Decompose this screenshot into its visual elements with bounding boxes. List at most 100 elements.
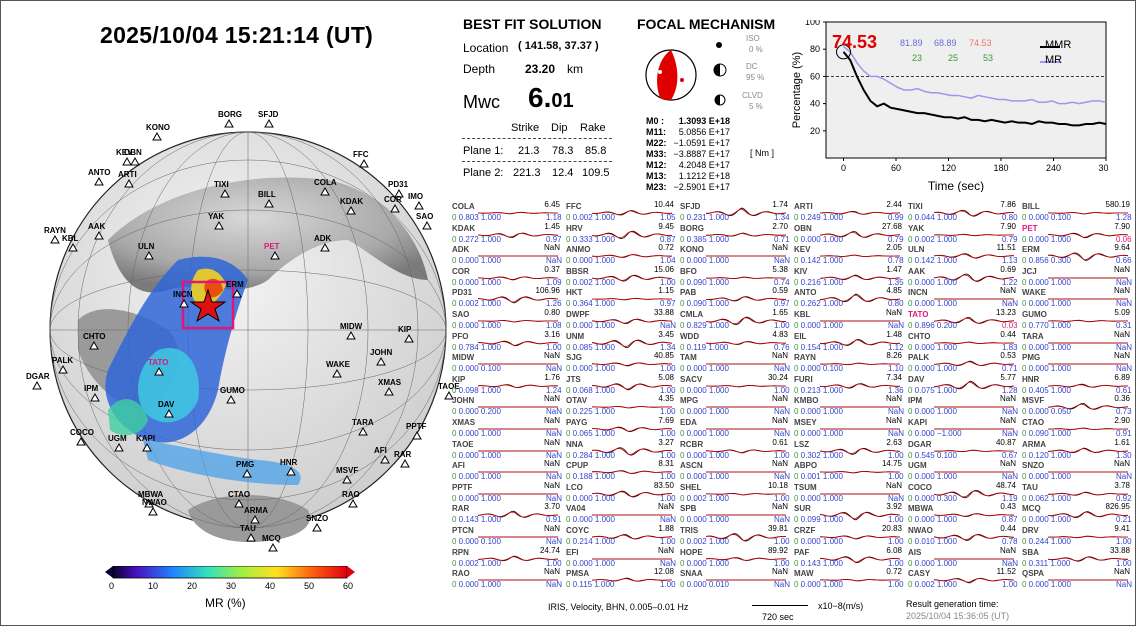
station-code: RAO — [452, 569, 470, 579]
station-variance-row: 0 0.302 1.000 1.00 — [794, 450, 904, 460]
station-code: SACV — [680, 374, 703, 384]
station-cell: MIDW NaN 0 0.000 0.100 NaN — [450, 351, 564, 373]
station-max-amp: NaN — [657, 545, 674, 555]
moment-key: M33: — [646, 149, 667, 159]
station-waveform — [1048, 277, 1128, 279]
moment-tensor-list: M0 : 1.3093 E+18 M11: 5.0856 E+17 M22: −1.059… — [646, 116, 730, 193]
station-max-amp: 1.76 — [544, 372, 560, 382]
station-variance-row: 0 0.002 1.000 1.00 — [680, 493, 790, 503]
globe-station-label: RAYN — [44, 226, 66, 235]
station-variance-row: 0 0.364 1.000 0.97 — [566, 299, 676, 309]
station-max-amp: 0.72 — [658, 243, 674, 253]
station-code: KIP — [452, 374, 466, 384]
station-max-amp: NaN — [543, 437, 560, 447]
globe-station: COCO — [70, 428, 94, 446]
station-cell: CTAO 2.90 0 0.090 1.000 0.91 — [1020, 416, 1134, 438]
station-variance-row: 0 0.000 1.000 NaN — [794, 429, 905, 438]
station-max-amp: NaN — [1113, 286, 1130, 296]
station-code: CTAO — [1022, 418, 1045, 427]
station-max-amp: 10.18 — [767, 480, 788, 490]
station-triangle-icon — [164, 409, 174, 418]
station-cell: TAM NaN 0 0.000 1.000 NaN — [678, 351, 792, 373]
station-cell: DRV 9.41 0 0.244 1.000 1.00 — [1020, 524, 1134, 546]
plane2-label: Plane 2: — [463, 167, 504, 179]
station-max-amp: 6.89 — [1114, 372, 1130, 382]
mr-val-5: 25 — [948, 53, 959, 63]
station-variance-row: 0 0.120 1.000 1.30 — [1022, 450, 1132, 460]
station-variance-row: 0 0.000 1.000 NaN — [452, 493, 563, 503]
station-code: CHTO — [908, 331, 931, 341]
station-variance-row: 0 0.803 1.000 1.18 — [452, 213, 562, 222]
station-code: HKT — [566, 288, 583, 298]
globe-station-label: KBL — [62, 234, 79, 243]
station-cell: TAU 3.78 0 0.062 1.000 0.92 — [1020, 481, 1134, 503]
station-code: SPB — [680, 504, 697, 514]
station-max-amp: 0.43 — [1000, 502, 1016, 512]
station-cell: SUR 3.92 0 0.099 1.000 1.00 — [792, 502, 906, 524]
globe-station: IPM — [84, 384, 100, 402]
station-variance-row: 0 0.000 −1.000 NaN — [908, 429, 1019, 438]
station-variance-row: 0 0.000 1.000 NaN — [1022, 342, 1133, 352]
station-waveform — [934, 316, 1015, 324]
station-variance-row: 0 0.000 1.000 NaN — [680, 429, 791, 438]
location-value: ( 141.58, 37.37 ) — [518, 40, 599, 52]
colorbar-tick: 30 — [226, 581, 237, 591]
station-max-amp: 1.74 — [772, 200, 788, 209]
station-variance-row: 0 0.000 1.000 0.79 — [794, 234, 904, 244]
station-code: KIV — [794, 266, 808, 276]
station-triangle-icon — [414, 201, 424, 210]
station-variance-row: 0 0.000 1.000 1.00 — [566, 493, 676, 503]
station-cell: COLA 6.45 0 0.803 1.000 1.18 — [450, 200, 564, 222]
station-cell: AIS NaN 0 0.000 1.000 NaN — [906, 546, 1020, 568]
station-triangle-icon — [94, 177, 104, 186]
globe-station: SFJD — [258, 110, 278, 128]
mw-label: Mwc — [463, 92, 500, 112]
station-code: PMSA — [566, 569, 590, 579]
globe-station: ADK — [314, 234, 331, 252]
station-waveform — [478, 406, 558, 408]
mr-plot-area — [825, 21, 1107, 159]
station-code: TRIS — [680, 526, 699, 535]
moment-row: M0 : 1.3093 E+18 — [646, 116, 730, 127]
station-variance-row: 0 0.000 0.050 0.73 — [1022, 407, 1132, 417]
station-code: FFC — [566, 202, 582, 211]
globe-station-label: HNR — [280, 458, 298, 467]
station-max-amp: 1.45 — [544, 221, 560, 231]
station-cell: ABPO 14.75 0 0.001 1.000 1.00 — [792, 459, 906, 481]
station-cell: KEV 2.05 0 0.142 1.000 0.78 — [792, 243, 906, 265]
dc-icon — [713, 63, 727, 77]
station-variance-row: 0 0.000 1.000 0.06 — [1022, 234, 1132, 244]
station-cell: SACV 30.24 0 0.000 1.000 1.00 — [678, 373, 792, 395]
station-variance-row: 0 0.000 0.200 NaN — [452, 407, 563, 417]
station-cell: KONO NaN 0 0.000 1.000 NaN — [678, 243, 792, 265]
station-variance-row: 0 0.000 1.000 NaN — [794, 321, 905, 330]
station-code: WAKE — [1022, 288, 1046, 298]
station-waveform — [820, 471, 901, 474]
location-label: Location — [463, 41, 509, 55]
station-code: DRV — [1022, 526, 1039, 535]
station-max-amp: NaN — [885, 394, 902, 404]
globe-station: PET — [264, 242, 280, 260]
globe-station-label: KEV — [116, 148, 133, 157]
globe-station: KONO — [146, 123, 170, 141]
globe-station: AFI — [374, 446, 390, 464]
station-waveform — [934, 489, 1015, 498]
globe-station-label: XMAS — [378, 378, 402, 387]
station-variance-row: 0 0.002 1.000 1.05 — [566, 213, 676, 222]
mmr-series-line — [842, 51, 1107, 127]
station-triangle-icon — [312, 523, 322, 532]
station-max-amp: 9.45 — [658, 221, 674, 231]
globe-station-label: ERM — [226, 280, 244, 289]
station-cell: DGAR 40.87 0 0.545 0.100 0.67 — [906, 438, 1020, 460]
station-variance-row: 0 0.272 1.000 0.97 — [452, 234, 562, 244]
station-max-amp: NaN — [1113, 329, 1130, 339]
station-cell: PALK 0.53 0 0.000 1.000 0.71 — [906, 351, 1020, 373]
moment-key: M23: — [646, 182, 667, 192]
moment-row: M22: −1.0591 E+17 — [646, 138, 730, 149]
station-code: TATO — [908, 310, 929, 319]
mr-val-3: 74.53 — [969, 38, 992, 48]
station-cell: KMBO NaN 0 0.000 1.000 NaN — [792, 394, 906, 416]
station-cell: EFI NaN 0 0.000 1.000 NaN — [564, 546, 678, 568]
station-variance-row: 0 0.099 1.000 1.00 — [794, 515, 904, 525]
station-waveform — [1048, 427, 1128, 430]
